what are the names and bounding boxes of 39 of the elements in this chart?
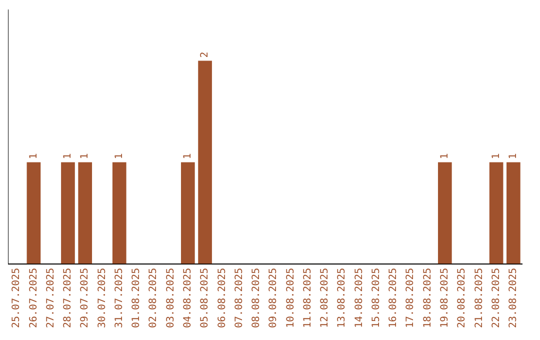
x-tick-label: 07.08.2025 — [234, 268, 245, 328]
data-label: 1 — [80, 153, 91, 160]
x-tick-label: 10.08.2025 — [285, 268, 296, 328]
x-tick-label: 15.08.2025 — [370, 268, 382, 328]
x-tick-label: 28.07.2025 — [62, 268, 74, 328]
x-tick-label: 04.08.2025 — [182, 268, 194, 328]
x-tick-label: 05.08.2025 — [200, 268, 211, 328]
x-tick-label: 12.08.2025 — [320, 268, 331, 328]
data-label: 1 — [62, 153, 74, 160]
x-tick-label: 31.07.2025 — [114, 268, 125, 328]
x-tick-label: 21.08.2025 — [474, 268, 485, 328]
x-tick-label: 11.08.2025 — [302, 268, 314, 328]
x-tick-label: 17.08.2025 — [405, 268, 416, 328]
x-tick-label: 29.07.2025 — [80, 268, 91, 328]
x-tick-label: 06.08.2025 — [216, 268, 228, 328]
data-label: 1 — [439, 153, 450, 160]
x-tick-label: 20.08.2025 — [456, 268, 468, 328]
x-tick-label: 18.08.2025 — [422, 268, 434, 328]
x-tick-label: 09.08.2025 — [268, 268, 280, 328]
x-tick-label: 25.07.2025 — [11, 268, 22, 328]
data-label: 1 — [490, 153, 502, 160]
data-label: 1 — [508, 153, 520, 160]
x-tick-label: 26.07.2025 — [28, 268, 40, 328]
x-tick-label: 22.08.2025 — [490, 268, 502, 328]
x-tick-label: 03.08.2025 — [165, 268, 176, 328]
data-label: 1 — [28, 153, 40, 160]
x-tick-label: 19.08.2025 — [439, 268, 450, 328]
data-label: 2 — [200, 52, 211, 58]
x-tick-label: 16.08.2025 — [388, 268, 400, 328]
x-tick-label: 30.07.2025 — [96, 268, 108, 328]
x-tick-label: 27.07.2025 — [45, 268, 56, 328]
x-tick-label: 01.08.2025 — [131, 268, 142, 328]
x-tick-label: 13.08.2025 — [336, 268, 348, 328]
data-label: 1 — [182, 153, 194, 160]
x-tick-label: 02.08.2025 — [148, 268, 160, 328]
data-label: 1 — [114, 153, 125, 160]
x-tick-label: 08.08.2025 — [251, 268, 262, 328]
x-tick-label: 14.08.2025 — [354, 268, 365, 328]
x-tick-label: 23.08.2025 — [508, 268, 520, 328]
